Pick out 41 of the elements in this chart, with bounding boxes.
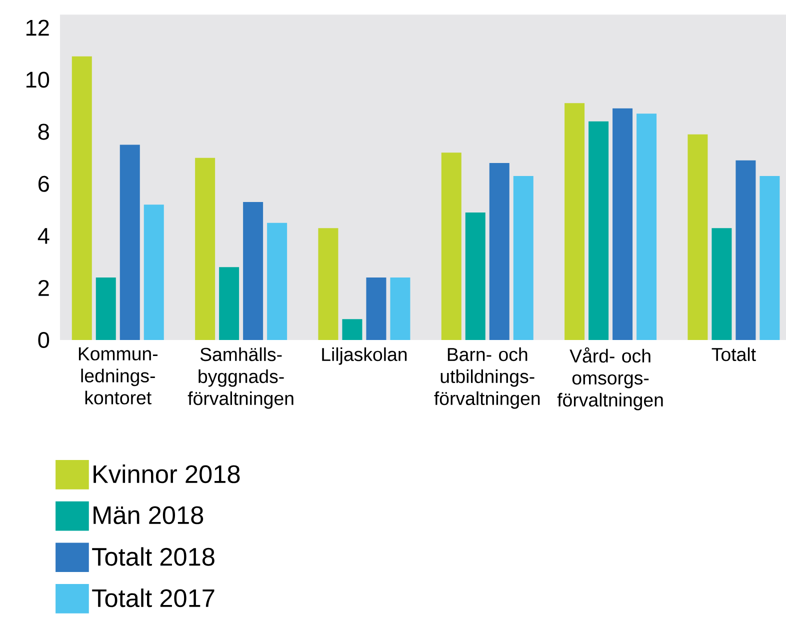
bar [342,319,362,340]
legend-label: Kvinnor 2018 [94,464,240,484]
bar [195,158,216,340]
bar [712,228,732,340]
y-tick-label: 6 [38,176,49,192]
bar [688,134,708,340]
x-tick-label: Liljaskolan [322,347,407,365]
bar [96,278,116,340]
bar [564,103,585,340]
legend-label: Totalt 2017 [92,588,214,608]
bar [736,160,756,340]
bar [465,212,486,340]
bar [760,176,780,340]
bar [489,163,510,340]
bar [390,278,410,340]
bar [588,121,609,340]
y-tick-label: 2 [38,280,49,296]
x-tick-label: Kommun- lednings- kontoret [78,347,158,404]
bar [318,228,338,340]
bar [219,267,240,340]
bar [243,202,264,340]
legend-label: Män 2018 [94,506,204,524]
bar [72,56,92,340]
y-tick-label: 8 [38,124,49,140]
bar [267,222,288,340]
bar [120,144,140,340]
bar [513,176,534,340]
bar [366,278,386,340]
y-tick-label: 10 [26,72,50,88]
y-tick-label: 12 [26,20,49,36]
bar [144,204,164,340]
y-tick-label: 4 [38,228,50,244]
x-tick-label: Totalt [712,347,756,362]
bar [441,152,462,340]
bar [612,108,633,340]
x-tick-label: Samhälls- byggnads- förvaltningen [188,347,294,409]
x-tick-label: Vård- och omsorgs- förvaltningen [557,347,663,410]
y-tick-label: 0 [38,332,50,348]
bar [636,114,657,340]
legend-label: Totalt 2018 [92,547,214,566]
x-tick-label: Barn- och utbildnings- förvaltningen [434,347,540,409]
